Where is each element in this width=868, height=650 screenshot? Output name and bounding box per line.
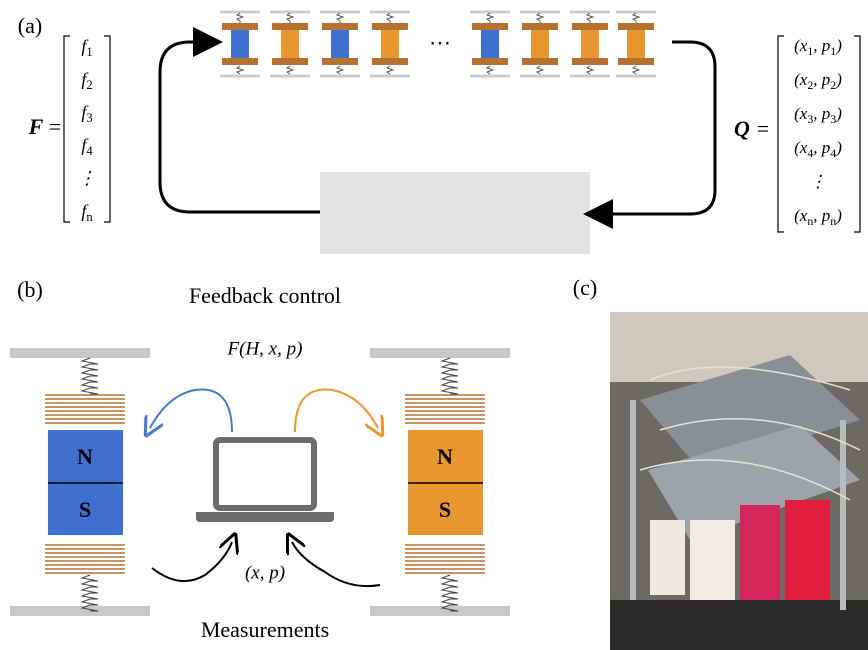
controller-box (320, 172, 590, 254)
magnet (331, 30, 349, 58)
math-part: ) (835, 138, 842, 157)
vector-entry: ⋮ (810, 172, 827, 191)
label: = (49, 114, 61, 139)
coil (222, 58, 258, 65)
subscript: 1 (86, 45, 92, 59)
vector-entry: fn (81, 201, 93, 224)
label: F (28, 114, 44, 139)
math-part: , p (813, 138, 830, 157)
coil (618, 23, 654, 30)
matrix-bracket (64, 36, 110, 222)
lab-photo (610, 312, 868, 650)
rail (370, 348, 510, 358)
spring (82, 575, 98, 611)
vector-entry: (x2, p2) (794, 70, 842, 92)
coil (272, 58, 308, 65)
math-part: (x (794, 206, 808, 225)
magnet (481, 30, 499, 58)
spring (442, 575, 458, 611)
vector-entry: (x3, p3) (794, 104, 842, 126)
math-part: , p (813, 206, 830, 225)
vector-entry: (x1, p1) (794, 36, 842, 58)
vector-entry: f2 (81, 69, 92, 92)
vector-entry: f4 (81, 135, 93, 158)
math-part: (x (794, 138, 808, 157)
figure: (a)F=f1f2f3f4⋮fnQ=(x1, p1)(x2, p2)(x3, p… (0, 0, 868, 650)
spring (82, 358, 98, 394)
math-part: (x (794, 36, 808, 55)
label: S (79, 497, 91, 522)
math-part: (x (794, 104, 808, 123)
math-part: , p (813, 36, 830, 55)
coil (322, 58, 358, 65)
matrix-bracket (778, 36, 860, 232)
label: S (439, 497, 451, 522)
coil (472, 58, 508, 65)
rail (10, 606, 150, 616)
label: N (77, 444, 93, 469)
label: Q (734, 116, 750, 141)
spring (442, 358, 458, 394)
magnet (231, 30, 249, 58)
magnet (381, 30, 399, 58)
laptop (196, 440, 334, 522)
coil (522, 23, 558, 30)
math-part: , p (813, 70, 830, 89)
coil (522, 58, 558, 65)
coil (322, 23, 358, 30)
label: (x, p) (245, 562, 285, 583)
subscript: n (86, 210, 93, 224)
coil (618, 58, 654, 65)
coil (272, 23, 308, 30)
coil (372, 58, 408, 65)
vector-entry: f3 (81, 102, 92, 125)
magnet (281, 30, 299, 58)
label: ⋯ (429, 30, 451, 55)
loop-arrow (160, 42, 320, 212)
math-part: ⋮ (78, 168, 96, 188)
coil (222, 23, 258, 30)
label: Measurements (201, 617, 329, 642)
label: = (757, 116, 769, 141)
coil (572, 58, 608, 65)
math-part: ) (835, 70, 842, 89)
coil (372, 23, 408, 30)
math-part: , p (813, 104, 830, 123)
label: N (437, 444, 453, 469)
label: F(H, x, p) (227, 338, 303, 359)
magnet (627, 30, 645, 58)
measure-arrow (152, 542, 232, 581)
control-arrow (295, 390, 378, 432)
vector-entry: ⋮ (78, 168, 96, 188)
measure-arrow (292, 542, 380, 586)
vector-entry: (x4, p4) (794, 138, 842, 160)
math-part: ) (835, 36, 842, 55)
rail (370, 606, 510, 616)
subscript: 3 (86, 111, 92, 125)
math-part: ) (835, 104, 842, 123)
magnet (531, 30, 549, 58)
coil (472, 23, 508, 30)
math-part: ⋮ (810, 172, 827, 191)
subscript: 4 (86, 144, 93, 158)
label: (b) (17, 277, 43, 302)
math-part: (x (794, 70, 808, 89)
loop-arrow (598, 42, 715, 214)
vector-entry: f1 (81, 36, 92, 59)
rail (10, 348, 150, 358)
label: Feedback control (189, 283, 341, 308)
label: (a) (18, 13, 42, 38)
coil (572, 23, 608, 30)
label: (c) (573, 275, 597, 300)
vector-entry: (xn, pn) (794, 206, 842, 228)
subscript: 2 (86, 78, 92, 92)
magnet (581, 30, 599, 58)
math-part: ) (835, 206, 842, 225)
control-arrow (150, 390, 232, 432)
